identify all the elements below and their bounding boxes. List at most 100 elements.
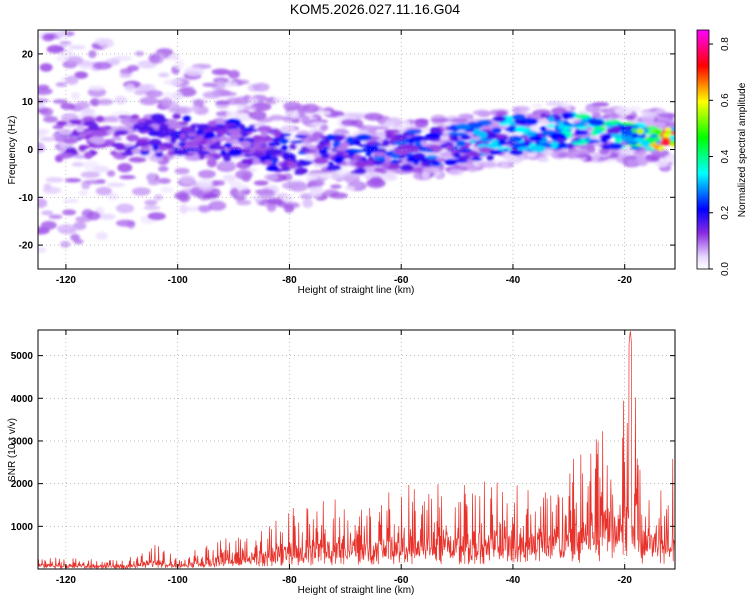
spectrogram-cell (260, 130, 268, 138)
spectrogram-cell (234, 96, 250, 106)
spectrogram-cell (184, 66, 205, 77)
spectrogram-cell (75, 216, 92, 223)
spectrogram-cell (140, 145, 150, 151)
y-tick-label: 10 (22, 97, 34, 108)
spectrogram-cell (252, 82, 270, 92)
spectrogram-cell (74, 101, 90, 110)
spectrogram-cell (161, 97, 173, 108)
spectrogram-cell (73, 221, 87, 231)
spectrogram-cell (374, 161, 383, 166)
spectrogram-cell (354, 160, 368, 168)
spectrogram-cell (622, 139, 635, 143)
spectrogram-cell (607, 142, 623, 150)
spectrogram-cell (651, 136, 661, 141)
spectrogram-cell (308, 136, 319, 142)
spectrogram-cell (392, 141, 406, 146)
snr-frame (37, 329, 676, 570)
spectrogram-cell (78, 190, 89, 196)
y-tick-label: 5000 (11, 351, 34, 362)
spectrogram-cell (575, 154, 592, 159)
spectrogram-cell (279, 125, 296, 135)
spectrogram-cell (491, 127, 502, 134)
spectrogram-cell (669, 134, 675, 141)
spectrogram-cell (78, 133, 87, 138)
spectrogram-cell (287, 162, 298, 170)
spectrogram-cell (340, 119, 358, 127)
spectrogram-cell (384, 120, 396, 127)
spectrogram-cell (607, 119, 621, 125)
spectrogram-cell (228, 70, 240, 79)
spectrogram-cell (336, 115, 345, 121)
spectrogram-cell (43, 116, 58, 123)
spectrogram-cell (246, 158, 254, 165)
spectrogram-cell (640, 114, 656, 124)
spectrogram-cell (374, 167, 384, 173)
spectrogram-cell (425, 133, 441, 139)
spectrogram-cell (130, 114, 140, 119)
spectrogram-cell (510, 115, 526, 120)
y-tick-label: 1000 (11, 522, 34, 533)
spectrogram-cell (566, 150, 579, 160)
spectrogram-cell (207, 120, 218, 127)
spectrogram-cell (224, 142, 233, 148)
spectrogram-cell (309, 185, 324, 195)
spectrogram-cell (498, 122, 510, 126)
spectrogram-cell (197, 178, 213, 188)
spectrogram-cell (106, 170, 116, 177)
spectrogram-cell (119, 175, 136, 180)
spectrogram-cell (40, 107, 54, 117)
spectrogram-cell (589, 119, 605, 127)
spectrogram-cell (330, 111, 345, 117)
spectrogram-cell (206, 157, 217, 168)
x-tick-label: -40 (506, 575, 521, 586)
spectrogram-cell (492, 116, 507, 122)
spectrogram-cell (131, 187, 151, 196)
spectrogram-cell (391, 159, 399, 166)
spectrogram-cell (251, 102, 272, 112)
spectrogram-cell (137, 125, 154, 132)
spectrogram-cell (135, 140, 150, 147)
spectrogram-cell (505, 140, 515, 145)
spectrogram-cell (281, 133, 292, 137)
spectrogram-cell (315, 110, 332, 115)
spectrogram-cell (38, 87, 53, 95)
spectrogram-cell (148, 138, 162, 147)
spectrogram-cell (667, 154, 675, 162)
spectrogram-cell (208, 200, 227, 211)
spectrogram-cell (74, 71, 88, 79)
spectrogram-cell (539, 125, 547, 132)
spectrogram-cell (107, 192, 119, 201)
spectrogram-cell (657, 112, 675, 118)
spectrogram-cell (576, 125, 589, 130)
spectrogram-cell (227, 128, 241, 135)
spectrogram-cell (62, 209, 77, 216)
spectrogram-cell (220, 91, 237, 97)
spectrogram-cell (640, 140, 651, 148)
spectrogram-cell (366, 141, 379, 145)
spectrogram-cell (310, 121, 325, 126)
spectrogram-cell (281, 116, 294, 122)
spectrogram-cell (184, 206, 200, 212)
colorbar-tick-label: 0.2 (720, 205, 731, 219)
spectrogram-cell (283, 204, 295, 213)
spectrogram-cell (217, 160, 236, 170)
spectrogram-cell (45, 177, 64, 183)
spectrogram-cell (520, 134, 530, 139)
spectrogram-cell (294, 167, 308, 175)
spectrogram-cell (113, 55, 133, 61)
spectrogram-cell (502, 148, 510, 153)
spectrogram-cell (523, 138, 530, 143)
spectrogram-cell (444, 158, 458, 166)
spectrogram-cell (558, 141, 567, 149)
spectrogram-cell (95, 115, 105, 123)
spectrogram-cell (468, 122, 483, 129)
spectrogram-cell (458, 113, 474, 119)
spectrogram-cell (227, 180, 242, 186)
spectrogram-cell (121, 151, 134, 156)
spectrogram-cell (455, 140, 466, 148)
colorbar-tick-label: 0.6 (720, 93, 731, 107)
spectrogram-cell (281, 194, 294, 203)
spectrogram-cell (617, 149, 635, 154)
spectrogram-cell (587, 145, 596, 154)
spectrogram-cell (283, 159, 294, 164)
